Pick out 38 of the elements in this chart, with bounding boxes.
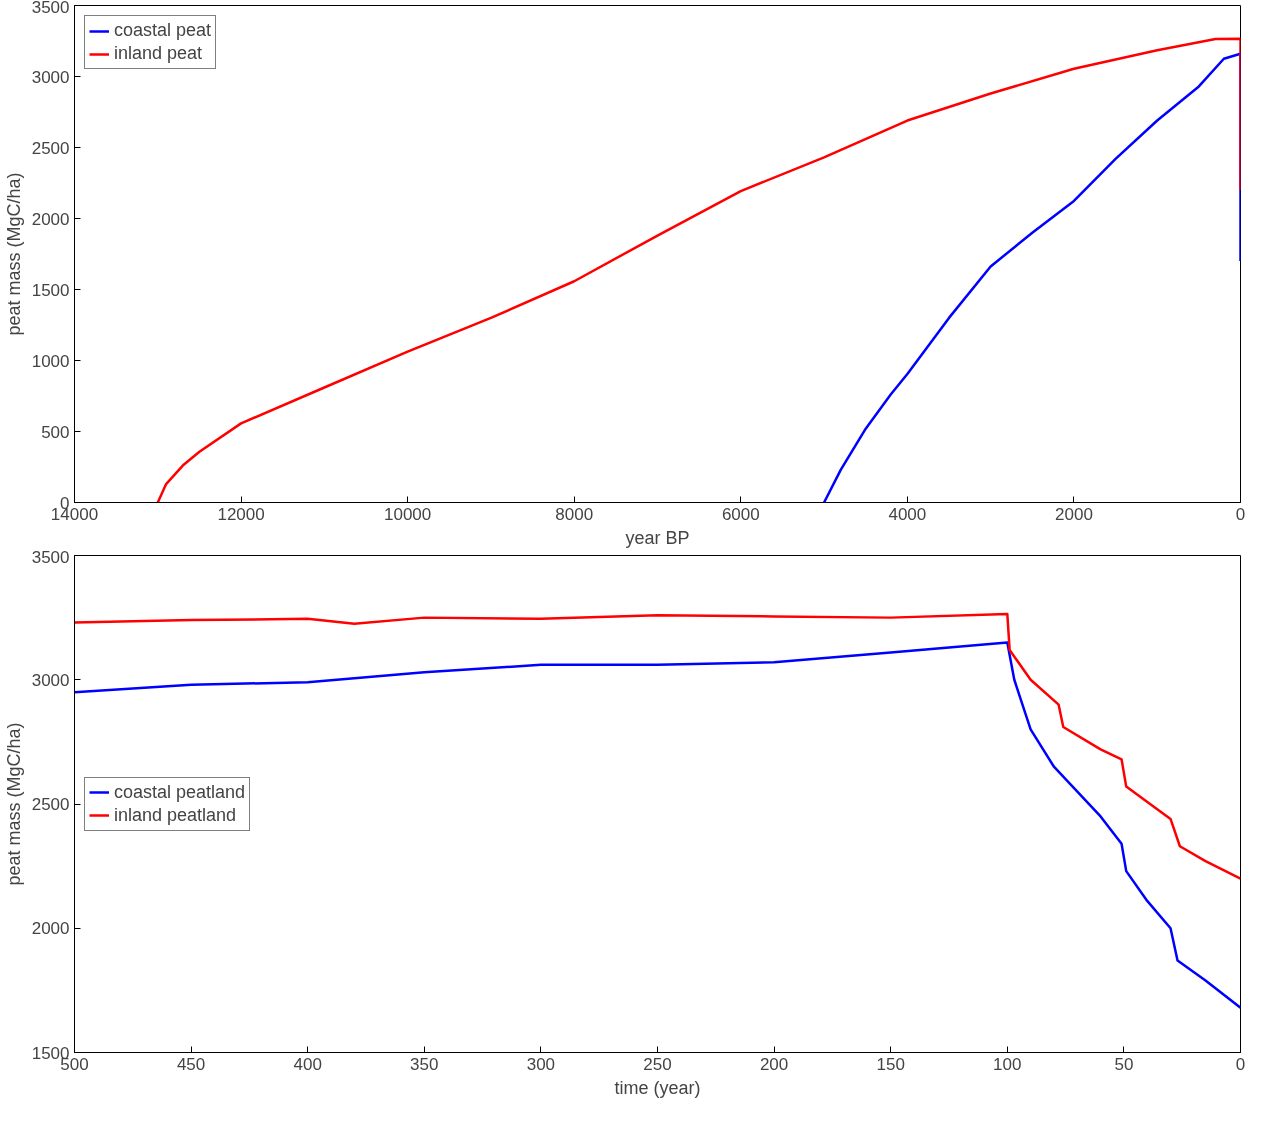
x-tick-label: 100 [993,1054,1022,1074]
x-axis-title: time (year) [614,1077,701,1098]
y-axis-title: peat mass (MgC/ha) [3,172,24,336]
x-tick-label: 10000 [384,504,432,524]
y-tick-label: 2500 [31,795,70,814]
y-tick-label: 2500 [31,138,70,158]
x-tick-label: 0 [1235,1054,1246,1074]
x-tick-label: 12000 [217,504,265,524]
x-axis-title: year BP [625,527,690,548]
legend-label: coastal peat [114,20,212,41]
legend-label: coastal peatland [114,781,246,803]
x-tick-label: 200 [759,1054,789,1074]
y-tick-label: 3500 [31,547,70,567]
legend-label: inland peatland [114,804,237,826]
legend-label: inland peat [114,43,203,64]
x-tick-label: 250 [643,1054,672,1074]
y-tick-label: 2000 [31,209,70,229]
x-tick-label: 8000 [555,504,594,524]
y-tick-label: 2000 [31,919,70,939]
y-tick-label: 1500 [31,280,70,300]
y-tick-label: 1000 [31,351,70,371]
y-tick-label: 3000 [31,67,70,87]
x-tick-label: 4000 [888,504,927,524]
line-series [74,641,1241,1010]
x-tick-label: 150 [876,1054,905,1074]
x-tick-label: 0 [1235,504,1246,524]
line-series [74,612,1241,880]
x-tick-label: 50 [1114,1054,1134,1074]
x-tick-label: 6000 [721,504,760,524]
x-tick-label: 300 [526,1054,556,1074]
y-axis-title: peat mass (MgC/ha) [3,722,24,886]
x-tick-label: 400 [293,1054,322,1074]
x-tick-label: 2000 [1055,504,1093,524]
x-tick-label: 350 [410,1054,439,1074]
y-tick-label: 3000 [31,670,70,690]
y-tick-label: 500 [41,422,70,442]
x-tick-label: 450 [176,1054,206,1074]
y-tick-label: 3500 [31,0,70,17]
